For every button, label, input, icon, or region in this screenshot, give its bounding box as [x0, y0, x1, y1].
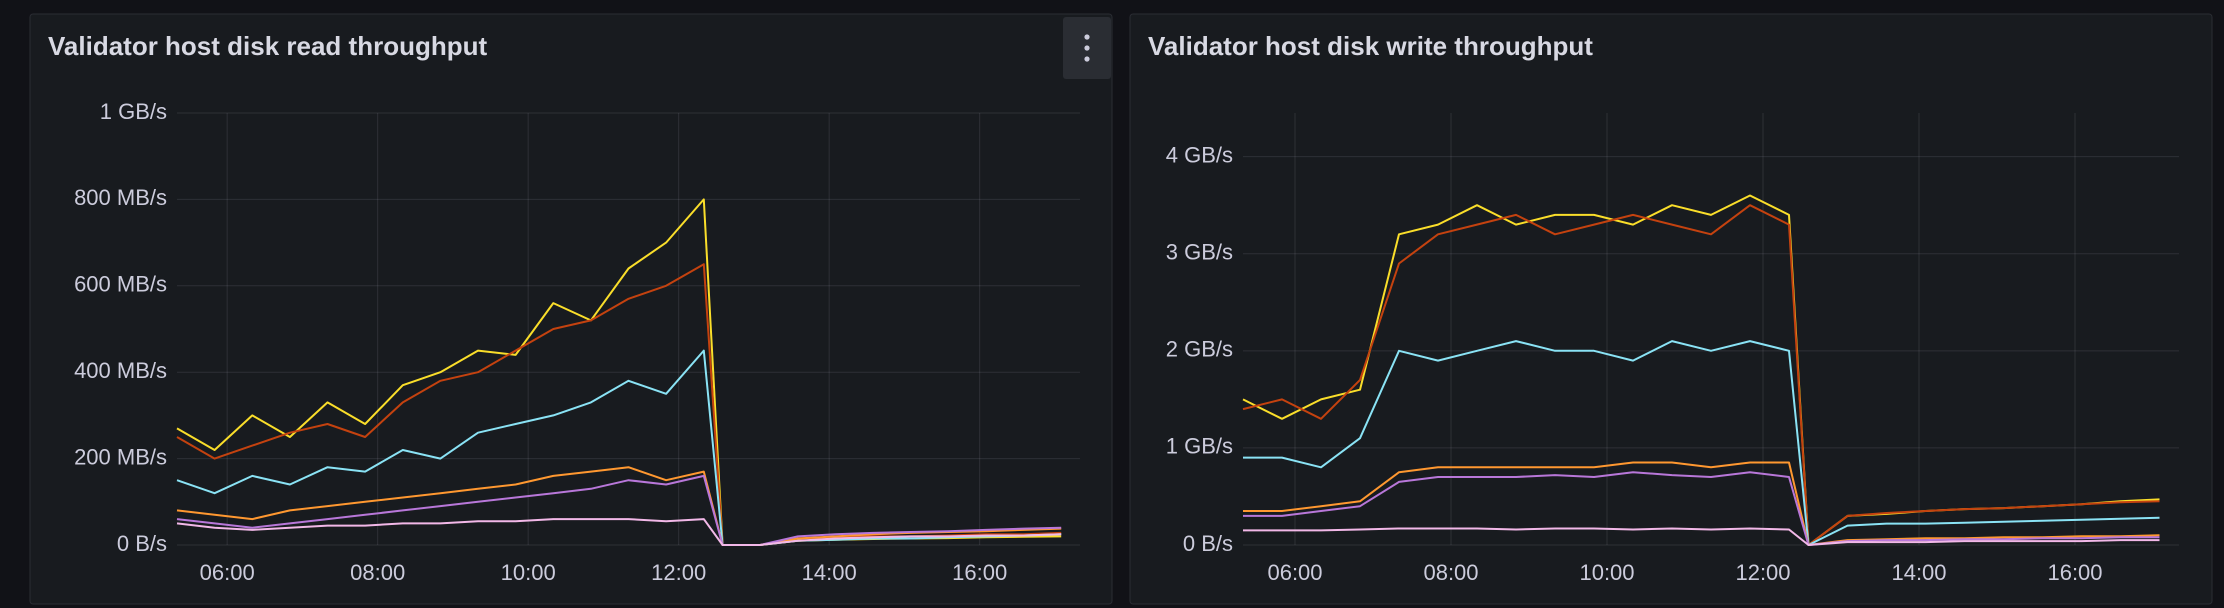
x-tick-label: 08:00	[1423, 560, 1478, 585]
series-line	[1243, 471, 2160, 546]
x-tick-label: 06:00	[1267, 560, 1322, 585]
x-tick-label: 16:00	[2047, 560, 2102, 585]
x-tick-label: 08:00	[350, 560, 405, 585]
x-tick-label: 12:00	[651, 560, 706, 585]
series-line	[176, 474, 1062, 546]
y-tick-label: 1 GB/s	[1166, 434, 1233, 459]
x-tick-label: 14:00	[802, 560, 857, 585]
panel	[29, 13, 1113, 605]
series-line	[1243, 461, 2160, 546]
series-line	[1242, 204, 2160, 546]
x-tick-label: 16:00	[952, 560, 1007, 585]
menu-dot	[1084, 45, 1090, 51]
panel	[1129, 13, 2213, 605]
menu-dot	[1084, 56, 1090, 62]
x-tick-label: 14:00	[1891, 560, 1946, 585]
y-tick-label: 1 GB/s	[100, 99, 167, 124]
y-tick-label: 400 MB/s	[74, 358, 167, 383]
series-line	[176, 518, 1062, 546]
y-tick-label: 600 MB/s	[74, 272, 167, 297]
x-tick-label: 10:00	[1579, 560, 1634, 585]
panel-title: Validator host disk read throughput	[48, 31, 487, 61]
x-tick-label: 06:00	[200, 560, 255, 585]
series-line	[1243, 340, 2160, 546]
y-tick-label: 200 MB/s	[74, 444, 167, 469]
x-tick-label: 12:00	[1735, 560, 1790, 585]
y-tick-label: 800 MB/s	[74, 185, 167, 210]
panel-menu[interactable]	[1063, 17, 1111, 79]
series-line	[176, 349, 1062, 546]
panel-title: Validator host disk write throughput	[1148, 31, 1593, 61]
series-line	[1243, 527, 2160, 546]
x-tick-label: 10:00	[501, 560, 556, 585]
y-tick-label: 3 GB/s	[1166, 240, 1233, 265]
menu-dot	[1084, 34, 1090, 40]
y-tick-label: 0 B/s	[1183, 531, 1233, 556]
y-tick-label: 0 B/s	[117, 531, 167, 556]
y-tick-label: 4 GB/s	[1166, 142, 1233, 167]
y-tick-label: 2 GB/s	[1166, 337, 1233, 362]
